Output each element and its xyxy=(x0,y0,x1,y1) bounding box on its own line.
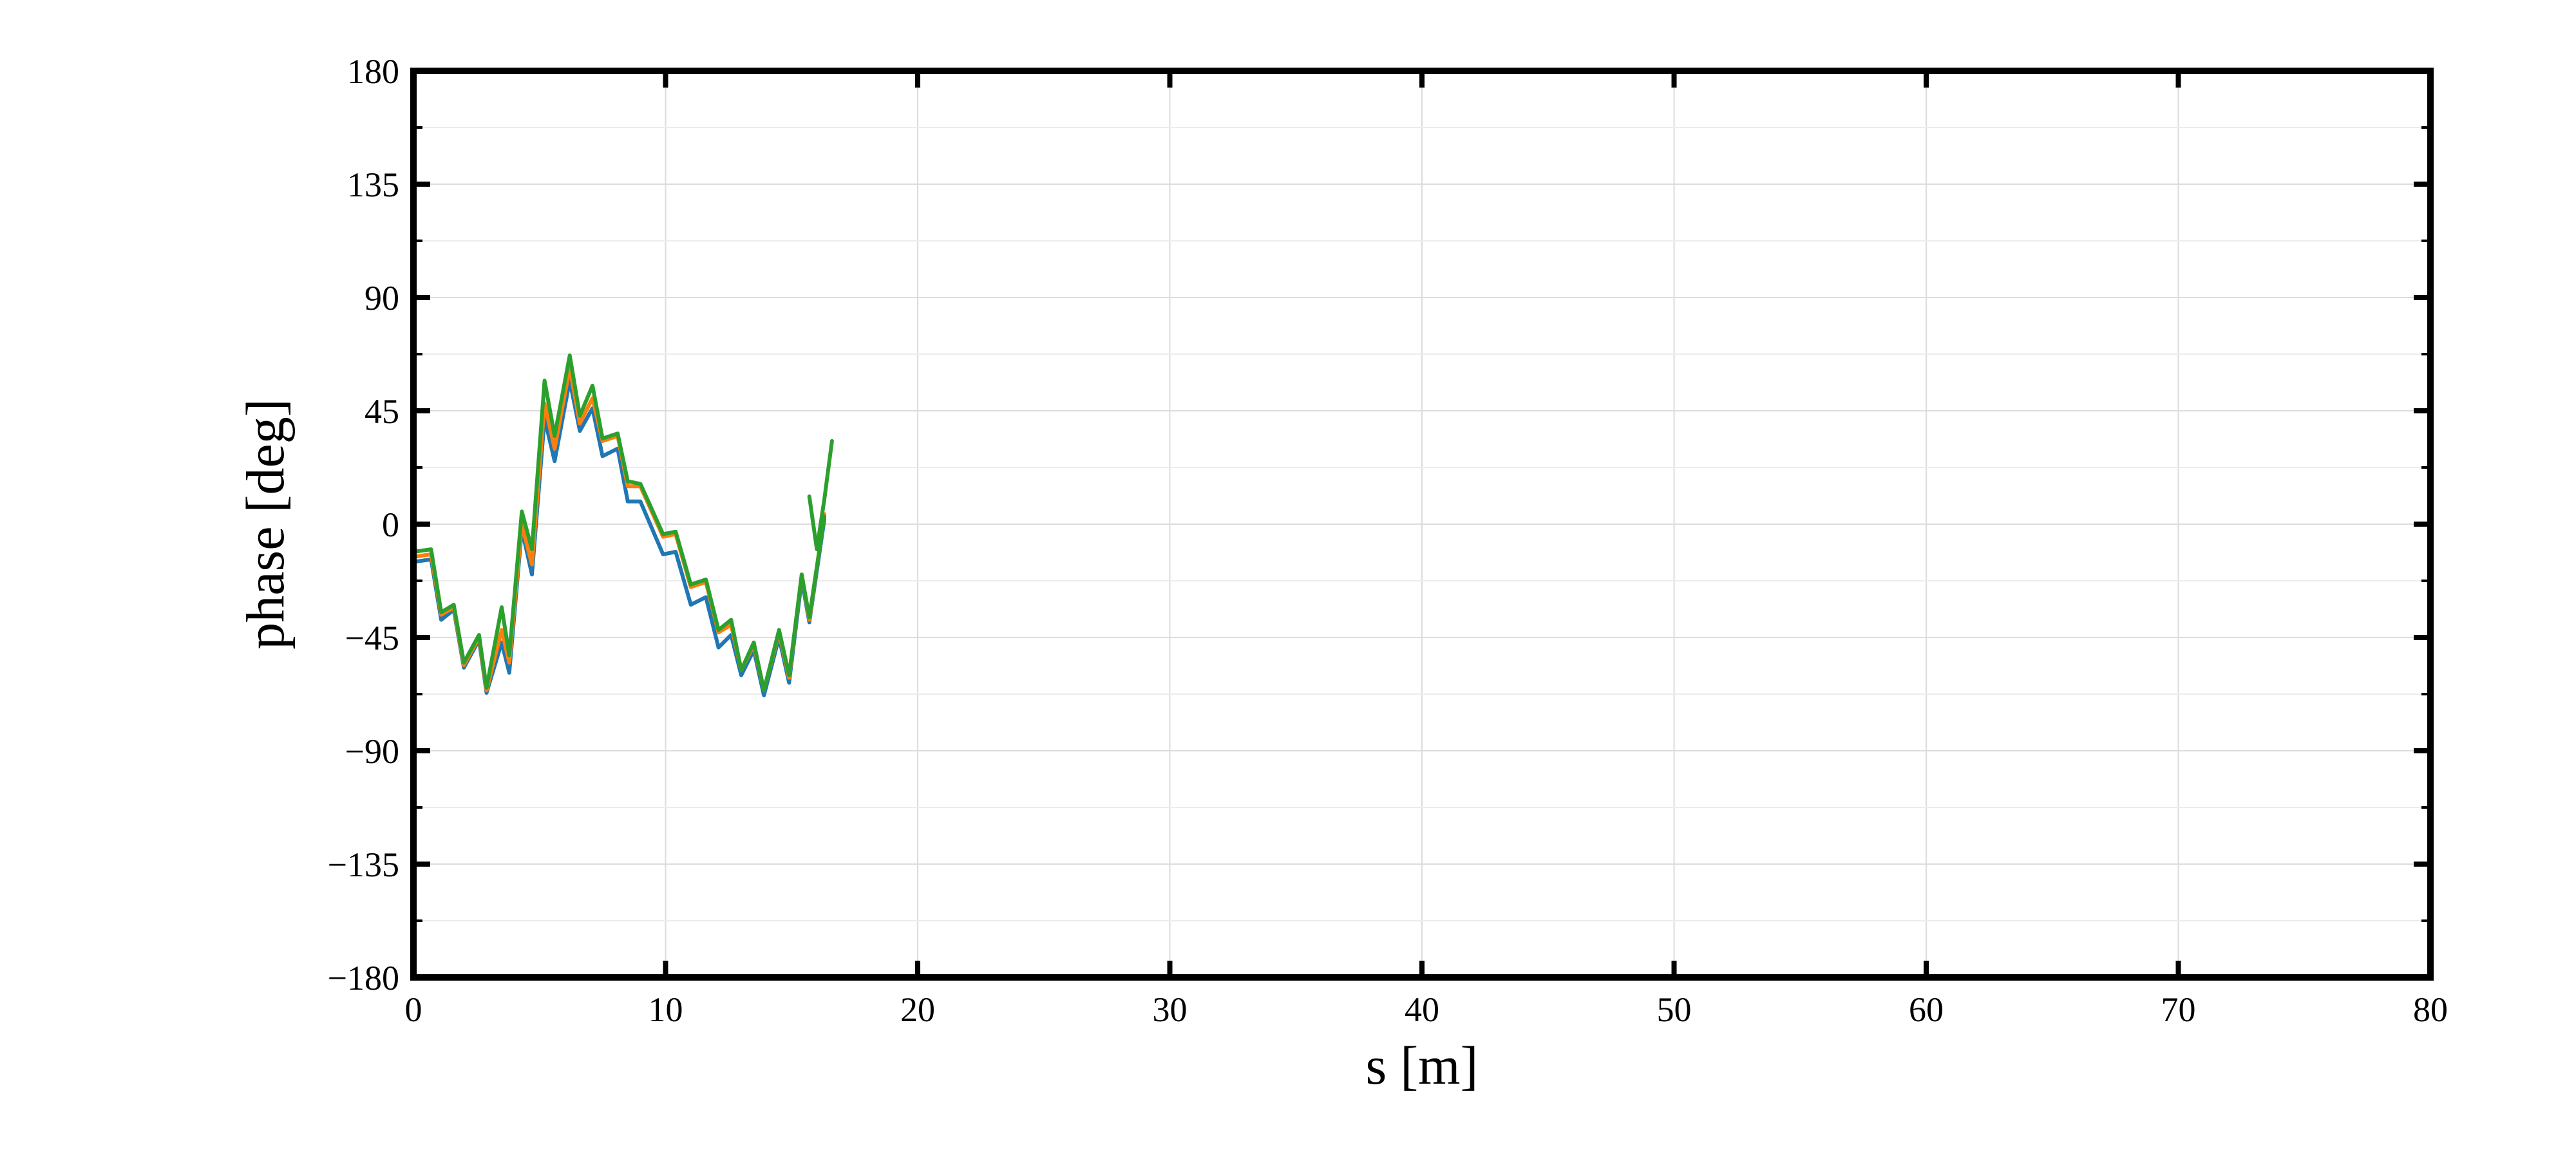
y-tick-label: 135 xyxy=(347,165,399,204)
axis-ticks xyxy=(411,68,2433,980)
x-tick-label: 20 xyxy=(900,990,935,1029)
x-axis-title: s [m] xyxy=(1366,1036,1479,1096)
x-tick-label: 40 xyxy=(1405,990,1439,1029)
x-tick-label: 30 xyxy=(1153,990,1188,1029)
x-tick-label: 70 xyxy=(2161,990,2196,1029)
y-tick-label: −180 xyxy=(328,959,399,997)
y-tick-label: 0 xyxy=(382,505,399,544)
y-tick-label: 90 xyxy=(365,279,399,317)
x-tick-label: 10 xyxy=(649,990,683,1029)
x-tick-label: 80 xyxy=(2413,990,2448,1029)
x-tick-label: 60 xyxy=(1909,990,1944,1029)
y-axis-title: phase [deg] xyxy=(236,399,296,649)
x-tick-label: 0 xyxy=(405,990,422,1029)
series-layer xyxy=(412,353,834,697)
y-tick-label: −135 xyxy=(328,845,399,884)
y-tick-label: −90 xyxy=(345,732,399,771)
series-line-3 xyxy=(412,353,827,693)
y-tick-label: 45 xyxy=(365,392,399,431)
series-line-3-tail xyxy=(807,438,834,552)
grid xyxy=(413,70,2431,978)
x-tick-label: 50 xyxy=(1657,990,1692,1029)
y-tick-label: 180 xyxy=(347,52,399,91)
y-tick-label: −45 xyxy=(345,619,399,657)
tick-labels: 0 10 20 30 40 50 60 70 80 −180 −135 −90 −45 0 45 90 135 1… xyxy=(328,52,2448,1029)
